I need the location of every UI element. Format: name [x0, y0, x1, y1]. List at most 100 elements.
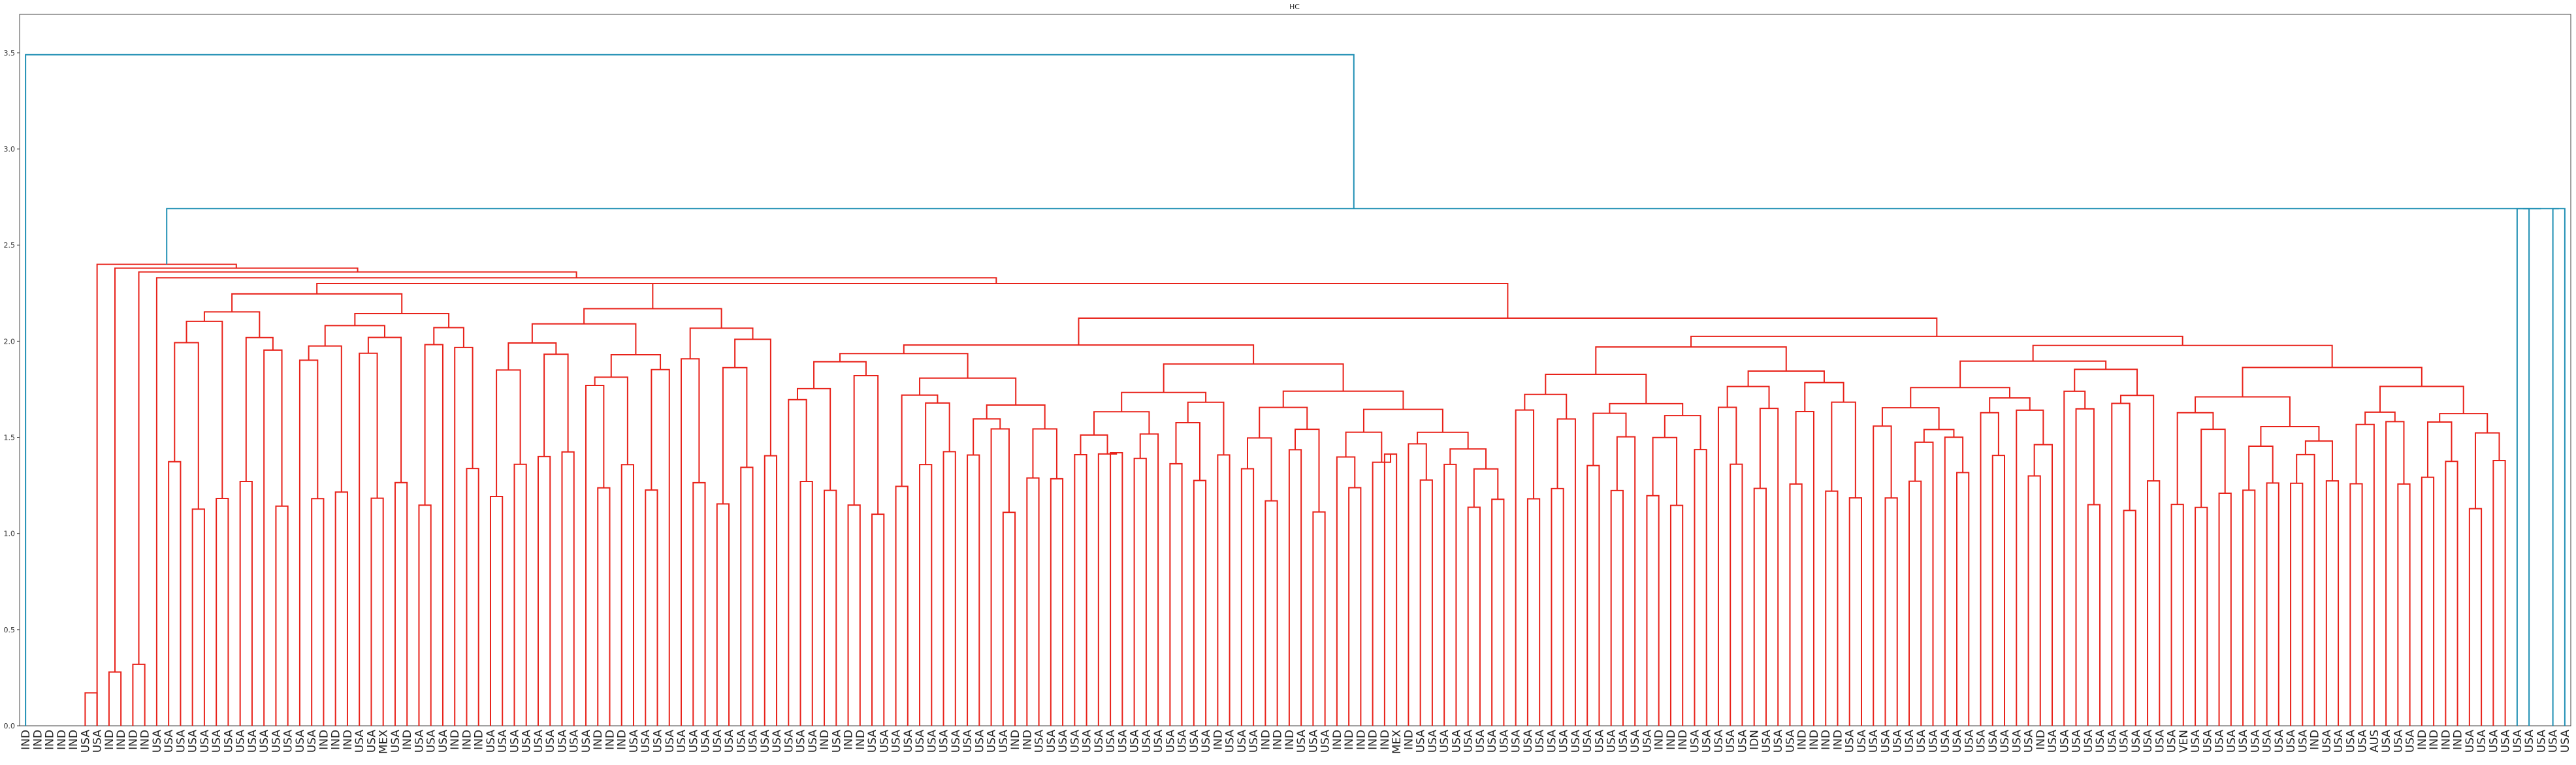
leaf-label: USA — [79, 730, 92, 753]
dendrogram-link — [2349, 483, 2363, 726]
dendrogram-link — [903, 344, 1255, 365]
leaf-label: USA — [1498, 730, 1511, 753]
leaf-label: USA — [2487, 730, 2500, 753]
leaf-label: IND — [818, 730, 831, 750]
leaf-label: USA — [1999, 730, 2012, 753]
dendrogram-link — [651, 368, 670, 726]
dendrogram-link — [2170, 504, 2184, 726]
leaf-label: USA — [306, 730, 319, 753]
dendrogram-link — [722, 366, 748, 504]
leaf-label: IND — [31, 730, 44, 750]
dendrogram-link — [1093, 411, 1150, 435]
leaf-label: VEN — [2178, 730, 2191, 753]
leaf-label: USA — [556, 730, 569, 753]
dendrogram-link — [1592, 412, 1627, 466]
leaf-label: USA — [2523, 730, 2536, 753]
leaf-label: USA — [2273, 730, 2286, 753]
leaf-label: USA — [890, 730, 903, 753]
dendrogram-link — [543, 353, 569, 457]
leaf-label: USA — [2511, 730, 2524, 753]
leaf-label: USA — [1033, 730, 1046, 753]
leaf-label: USA — [2404, 730, 2417, 753]
leaf-label: USA — [2464, 730, 2477, 753]
leaf-label: USA — [1093, 730, 1106, 753]
leaf-label: IND — [1259, 730, 1272, 750]
dendrogram-link — [1646, 495, 1660, 726]
dendrogram-link — [1050, 478, 1064, 726]
leaf-label: IND — [1379, 730, 1392, 750]
leaf-label: USA — [973, 730, 986, 753]
leaf-label: USA — [532, 730, 545, 753]
leaf-label: USA — [1474, 730, 1487, 753]
leaf-label: USA — [2249, 730, 2262, 753]
leaf-label: IND — [2309, 730, 2322, 750]
leaf-label: USA — [2344, 730, 2357, 753]
leaf-label: IND — [330, 730, 343, 750]
dendrogram-link — [1609, 402, 1684, 416]
leaf-label: USA — [902, 730, 915, 753]
dendrogram-link — [610, 353, 662, 378]
leaf-label: USA — [926, 730, 939, 753]
dendrogram-link — [418, 504, 432, 726]
dendrogram-link — [1473, 468, 1499, 508]
leaf-label: USA — [2535, 730, 2548, 753]
dendrogram-link — [919, 464, 933, 726]
leaf-label: USA — [2130, 730, 2143, 753]
leaf-label: USA — [1879, 730, 1892, 753]
leaf-label: USA — [1593, 730, 1606, 753]
leaf-label: USA — [2118, 730, 2131, 753]
dendrogram-link — [1545, 373, 1647, 404]
leaf-label: IND — [127, 730, 140, 750]
leaf-label: USA — [1844, 730, 1857, 753]
leaf-label: USA — [1319, 730, 1332, 753]
leaf-label: IND — [616, 730, 629, 750]
dendrogram-link — [2119, 395, 2155, 481]
leaf-label: USA — [1224, 730, 1237, 753]
leaf-label: USA — [1701, 730, 1714, 753]
leaf-label: USA — [1605, 730, 1618, 753]
leaf-label: USA — [1450, 730, 1463, 753]
leaf-label: USA — [2214, 730, 2227, 753]
leaf-label: IDN — [1748, 730, 1762, 750]
dendrogram-link — [359, 352, 378, 726]
leaf-label: USA — [1188, 730, 1201, 753]
leaf-label: IND — [317, 730, 330, 750]
leaf-label: USA — [1915, 730, 1928, 753]
dendrogram-link — [1795, 410, 1814, 726]
leaf-label: IND — [342, 730, 355, 750]
leaf-label: IND — [2428, 730, 2441, 750]
leaf-label: USA — [2070, 730, 2084, 753]
leaf-label: USA — [2261, 730, 2274, 753]
leaf-label: USA — [151, 730, 164, 753]
leaf-label: USA — [2094, 730, 2107, 753]
leaf-label: USA — [997, 730, 1010, 753]
dendrogram-link — [1288, 449, 1302, 726]
leaf-label: IND — [401, 730, 414, 750]
leaf-label: USA — [711, 730, 724, 753]
leaf-label: USA — [986, 730, 999, 753]
leaf-label: USA — [1522, 730, 1535, 753]
dendrogram-link — [839, 353, 969, 378]
leaf-label: USA — [1081, 730, 1094, 753]
leaf-label: USA — [652, 730, 665, 753]
leaf-label: USA — [2153, 730, 2166, 753]
leaf-label: USA — [830, 730, 843, 753]
dendrogram-link — [132, 663, 146, 726]
dendrogram-link — [2063, 390, 2086, 726]
dendrogram-link — [1848, 497, 1862, 726]
dendrogram-link — [96, 263, 237, 726]
leaf-label: IND — [20, 730, 33, 750]
dendrogram-link — [1408, 443, 1427, 726]
leaf-label: IND — [1367, 730, 1380, 750]
dendrogram-link — [1348, 487, 1362, 726]
leaf-label: USA — [199, 730, 212, 753]
leaf-label: IND — [1808, 730, 1821, 750]
dendrogram-link — [1944, 436, 1964, 726]
leaf-label: USA — [437, 730, 450, 753]
leaf-label: USA — [1629, 730, 1642, 753]
dendrogram-link — [2248, 446, 2274, 491]
leaf-label: USA — [1069, 730, 1082, 753]
leaf-label: USA — [771, 730, 784, 753]
y-tick-label: 1.5 — [4, 434, 16, 442]
leaf-label: IND — [854, 730, 867, 750]
